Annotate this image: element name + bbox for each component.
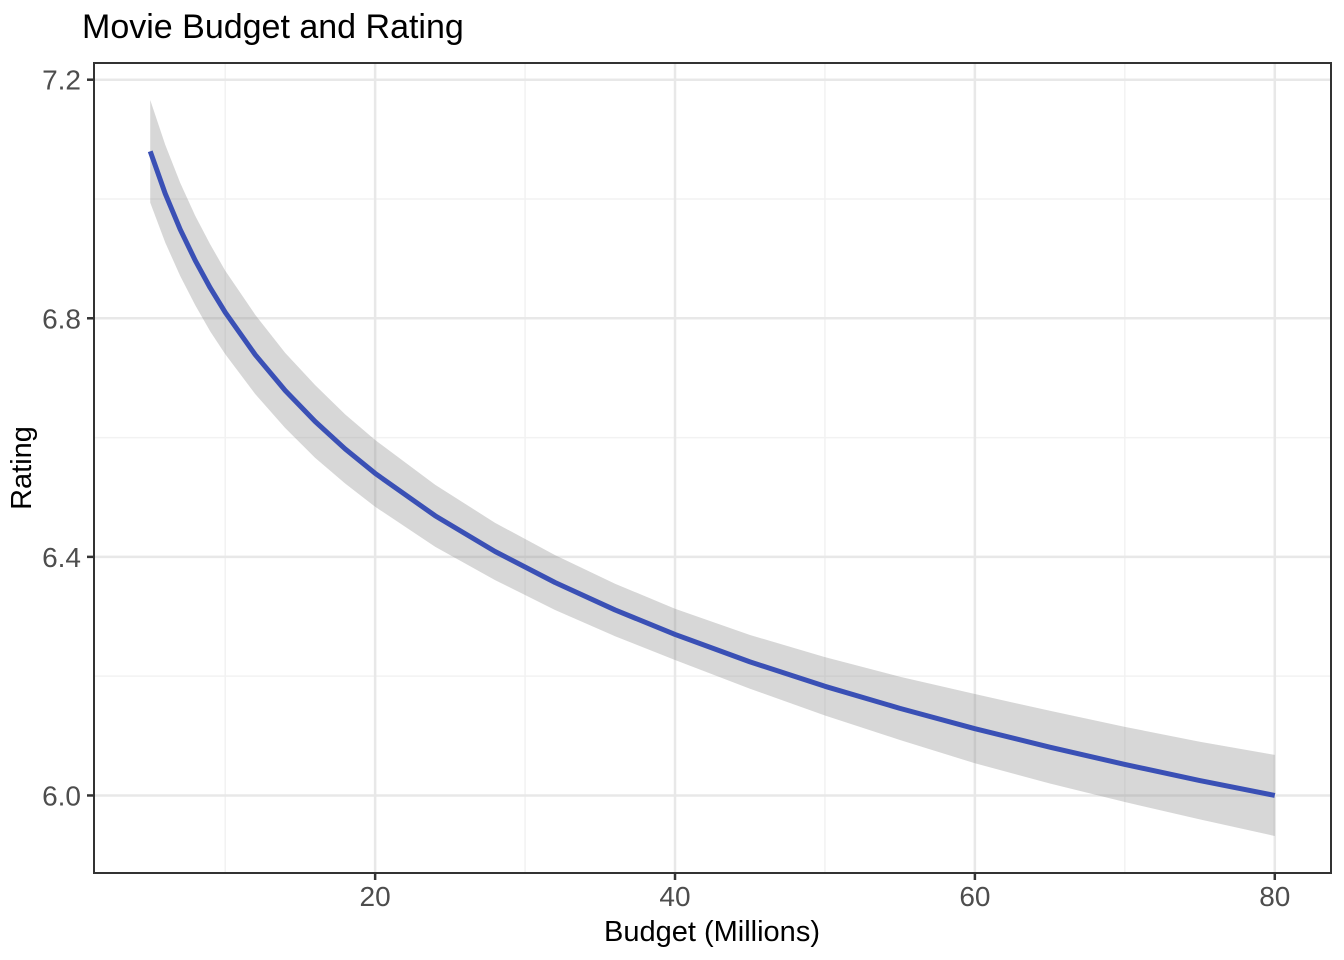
x-tick-label: 20 bbox=[360, 881, 391, 912]
y-tick-label: 7.2 bbox=[42, 65, 81, 96]
regression-line bbox=[147, 150, 1276, 798]
minor-gridlines bbox=[94, 63, 1331, 873]
axis-tick-marks bbox=[87, 78, 1277, 880]
x-axis-title: Budget (Millions) bbox=[604, 916, 820, 948]
x-tick-label: 40 bbox=[659, 881, 690, 912]
major-gridlines bbox=[94, 63, 1331, 873]
chart-title: Movie Budget and Rating bbox=[82, 8, 464, 46]
x-tick-label: 60 bbox=[959, 881, 990, 912]
y-tick-label: 6.8 bbox=[42, 303, 81, 334]
panel-border bbox=[93, 62, 1332, 874]
y-axis-title: Rating bbox=[6, 426, 38, 510]
fit-line bbox=[147, 150, 1276, 798]
y-tick-label: 6.0 bbox=[42, 780, 81, 811]
y-tick-label: 6.4 bbox=[42, 542, 81, 573]
axis-tick-labels: 20 40 60 80 6.0 6.4 6.8 7.2 bbox=[42, 65, 1290, 912]
panel-border-rect bbox=[93, 62, 1332, 874]
confidence-band bbox=[150, 99, 1275, 837]
x-tick-label: 80 bbox=[1259, 881, 1290, 912]
confidence-ribbon bbox=[150, 99, 1275, 837]
